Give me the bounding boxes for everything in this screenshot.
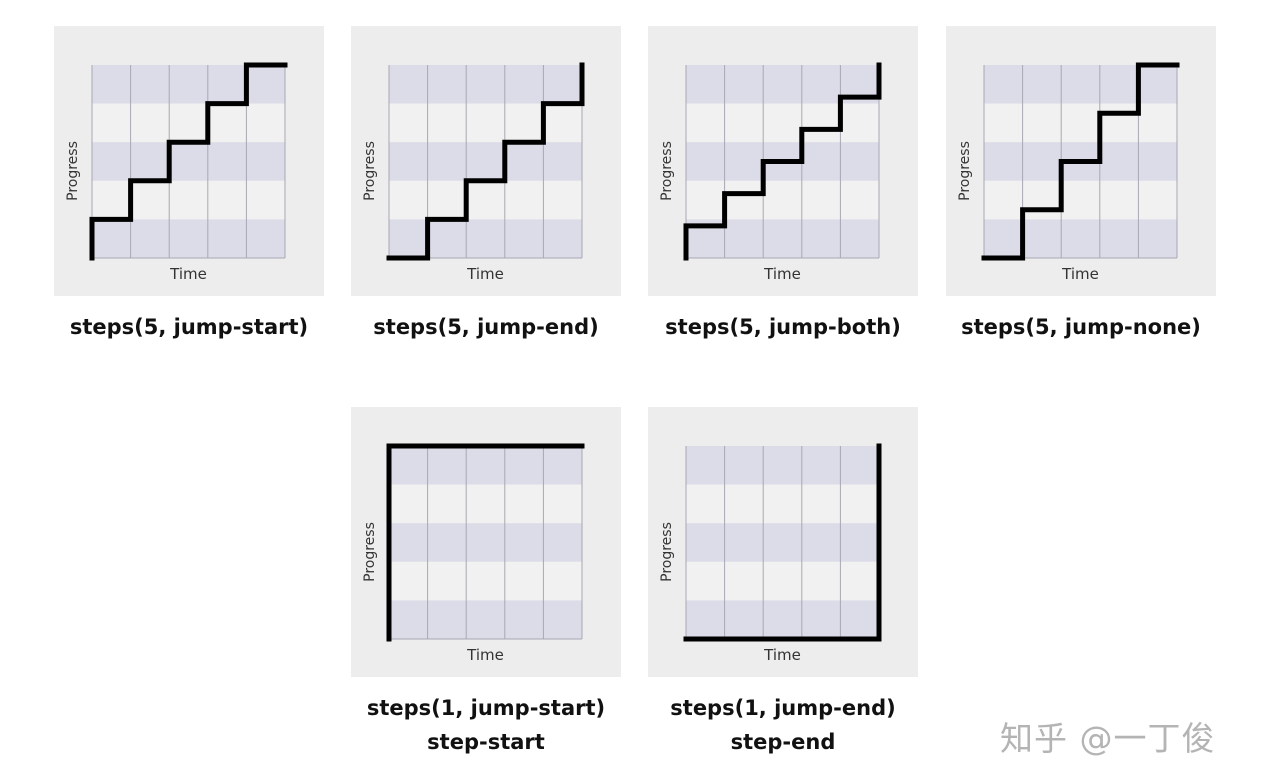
chart-caption: steps(5, jump-both): [608, 310, 958, 344]
plot-area: [386, 443, 585, 642]
plot-area: [683, 443, 882, 642]
caption-line: steps(5, jump-none): [961, 315, 1201, 339]
progress-band: [92, 142, 285, 181]
progress-band: [389, 65, 582, 104]
y-axis-label: Progress: [362, 141, 378, 201]
progress-band: [686, 523, 879, 562]
step-line: [683, 443, 882, 642]
step-chart: Progress Time steps(1, jump-start) step-sta…: [351, 407, 621, 759]
progress-band: [686, 103, 879, 143]
caption-line: steps(1, jump-end): [670, 696, 896, 720]
progress-band: [389, 484, 582, 524]
chart-panel: Progress Time: [351, 26, 621, 296]
x-axis-label: Time: [1062, 265, 1099, 283]
step-line: [386, 62, 585, 261]
step-line: [981, 62, 1180, 261]
chart-caption: steps(5, jump-end): [311, 310, 661, 344]
x-axis-label: Time: [467, 646, 504, 664]
step-chart: Progress Time steps(5, jump-none): [946, 26, 1216, 344]
chart-caption: steps(1, jump-end) step-end: [608, 691, 958, 759]
chart-panel: Progress Time: [946, 26, 1216, 296]
caption-line: step-start: [427, 730, 545, 754]
y-axis-label: Progress: [65, 141, 81, 201]
step-chart: Progress Time steps(5, jump-start): [54, 26, 324, 344]
step-chart: Progress Time steps(5, jump-both): [648, 26, 918, 344]
chart-panel: Progress Time: [351, 407, 621, 677]
x-axis-label: Time: [467, 265, 504, 283]
progress-band: [686, 561, 879, 601]
step-chart: Progress Time steps(5, jump-end): [351, 26, 621, 344]
chart-caption: steps(5, jump-none): [906, 310, 1256, 344]
caption-line: steps(5, jump-end): [373, 315, 599, 339]
progress-band: [686, 446, 879, 485]
caption-line: steps(5, jump-both): [665, 315, 901, 339]
chart-caption: steps(5, jump-start): [14, 310, 364, 344]
plot-area: [683, 62, 882, 261]
plot-area: [386, 62, 585, 261]
x-axis-label: Time: [764, 646, 801, 664]
caption-line: steps(5, jump-start): [69, 315, 309, 339]
x-axis-label: Time: [170, 265, 207, 283]
progress-band: [389, 103, 582, 143]
progress-band: [389, 180, 582, 220]
step-line: [89, 62, 288, 261]
chart-panel: Progress Time: [648, 26, 918, 296]
caption-line: steps(1, jump-start): [366, 696, 606, 720]
step-line: [683, 62, 882, 261]
chart-panel: Progress Time: [54, 26, 324, 296]
progress-band: [389, 561, 582, 601]
y-axis-label: Progress: [362, 522, 378, 582]
x-axis-label: Time: [764, 265, 801, 283]
progress-band: [92, 103, 285, 143]
progress-band: [389, 523, 582, 562]
progress-band: [686, 600, 879, 639]
progress-band: [686, 180, 879, 220]
caption-line: step-end: [730, 730, 836, 754]
progress-band: [984, 103, 1177, 143]
progress-band: [984, 219, 1177, 258]
plot-area: [981, 62, 1180, 261]
progress-band: [389, 446, 582, 485]
progress-band: [389, 600, 582, 639]
step-chart: Progress Time steps(1, jump-end) step-end: [648, 407, 918, 759]
progress-band: [389, 219, 582, 258]
progress-band: [92, 65, 285, 104]
y-axis-label: Progress: [659, 141, 675, 201]
plot-area: [89, 62, 288, 261]
progress-band: [686, 484, 879, 524]
watermark: 知乎 @一丁俊: [1000, 719, 1216, 758]
progress-band: [389, 142, 582, 181]
progress-band: [984, 65, 1177, 104]
y-axis-label: Progress: [957, 141, 973, 201]
progress-band: [92, 180, 285, 220]
step-line: [386, 443, 585, 642]
chart-caption: steps(1, jump-start) step-start: [311, 691, 661, 759]
progress-band: [984, 180, 1177, 220]
chart-panel: Progress Time: [648, 407, 918, 677]
y-axis-label: Progress: [659, 522, 675, 582]
progress-band: [92, 219, 285, 258]
